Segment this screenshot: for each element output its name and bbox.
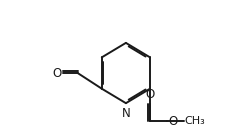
- Text: O: O: [145, 88, 154, 101]
- Text: CH₃: CH₃: [184, 116, 204, 126]
- Text: O: O: [53, 66, 62, 79]
- Text: O: O: [167, 115, 177, 128]
- Text: N: N: [121, 107, 130, 120]
